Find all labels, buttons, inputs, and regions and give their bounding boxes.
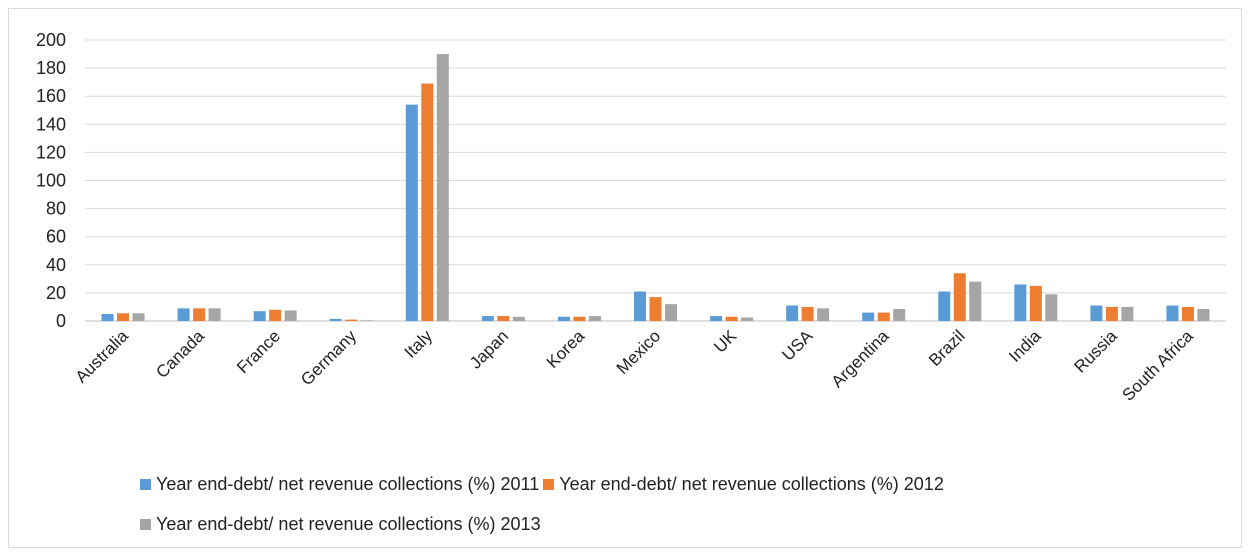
y-tick-label: 40	[46, 255, 66, 275]
y-axis-tick-labels: 0 20 40 60 80 100 120 140 160 180 200	[36, 30, 66, 331]
bar-france-series-2	[269, 309, 282, 321]
bar-uk-series-1	[710, 316, 723, 321]
y-tick-label: 200	[36, 30, 66, 50]
bar-japan-series-3	[512, 316, 525, 321]
y-tick-label: 100	[36, 171, 66, 191]
x-tick-label-france: France	[233, 326, 284, 377]
y-tick-label: 180	[36, 58, 66, 78]
x-tick-label-italy: Italy	[401, 326, 437, 362]
x-tick-label-korea: Korea	[543, 326, 589, 372]
bar-usa-series-1	[786, 305, 799, 321]
bar-south-africa-series-3	[1197, 309, 1210, 321]
bar-brazil-series-3	[969, 281, 982, 321]
bar-usa-series-2	[801, 306, 814, 321]
bar-uk-series-2	[725, 316, 738, 321]
y-tick-label: 120	[36, 142, 66, 162]
x-tick-label-south-africa: South Africa	[1119, 326, 1198, 405]
x-tick-label-india: India	[1005, 326, 1045, 366]
x-tick-label-russia: Russia	[1071, 326, 1122, 377]
legend-label-2012: Year end-debt/ net revenue collections (…	[559, 473, 944, 494]
bar-russia-series-3	[1121, 306, 1134, 321]
x-tick-label-germany: Germany	[297, 326, 360, 389]
bar-india-series-1	[1014, 284, 1027, 321]
bar-mexico-series-3	[665, 304, 677, 321]
y-tick-label: 60	[46, 227, 66, 247]
bar-canada-series-3	[208, 308, 221, 321]
bar-japan-series-2	[497, 316, 510, 321]
bar-brazil-series-1	[938, 291, 951, 321]
x-tick-label-usa: USA	[778, 326, 817, 365]
bar-italy-series-1	[405, 104, 418, 321]
legend-row-2: Year end-debt/ net revenue collections (…	[140, 512, 545, 536]
legend-label-2013: Year end-debt/ net revenue collections (…	[156, 513, 541, 534]
legend-label-2011: Year end-debt/ net revenue collections (…	[156, 473, 540, 494]
bar-brazil-series-2	[953, 273, 966, 321]
legend-swatch-2012	[543, 478, 555, 490]
bar-russia-series-2	[1105, 306, 1118, 321]
y-tick-label: 160	[36, 86, 66, 106]
legend-item-2012: Year end-debt/ net revenue collections (…	[543, 474, 944, 495]
x-axis-tick-labels: Australia Canada France Germany Italy Japan Ko…	[72, 326, 1198, 405]
x-tick-label-canada: Canada	[152, 326, 208, 382]
bar-argentina-series-3	[893, 309, 906, 321]
x-tick-label-uk: UK	[710, 326, 741, 357]
bar-canada-series-1	[177, 308, 190, 321]
x-tick-label-argentina: Argentina	[828, 326, 893, 391]
bar-south-africa-series-1	[1166, 305, 1179, 321]
y-tick-label: 140	[36, 114, 66, 134]
bar-australia-series-2	[117, 313, 130, 321]
bar-korea-series-2	[573, 316, 586, 321]
bar-argentina-series-1	[862, 312, 875, 321]
bar-india-series-2	[1029, 285, 1042, 321]
bar-india-series-3	[1045, 294, 1058, 321]
bar-australia-series-3	[132, 313, 145, 321]
bar-france-series-3	[284, 310, 297, 321]
bar-mexico-series-1	[634, 291, 646, 321]
gridlines	[85, 39, 1226, 322]
legend-swatch-2011	[140, 478, 151, 490]
y-tick-label: 20	[46, 283, 66, 303]
bar-south-africa-series-2	[1181, 306, 1194, 321]
x-tick-label-brazil: Brazil	[925, 326, 968, 369]
bar-italy-series-3	[436, 54, 449, 322]
x-tick-label-japan: Japan	[466, 326, 512, 372]
legend-swatch-2013	[140, 518, 151, 530]
x-tick-label-australia: Australia	[72, 326, 133, 387]
bars	[101, 54, 1210, 322]
legend-item-2011: Year end-debt/ net revenue collections (…	[140, 474, 539, 495]
bar-france-series-1	[253, 311, 266, 321]
bar-korea-series-3	[588, 316, 601, 321]
bar-korea-series-1	[557, 316, 570, 321]
bar-usa-series-3	[817, 308, 830, 321]
x-tick-label-mexico: Mexico	[613, 326, 665, 378]
bar-argentina-series-2	[877, 312, 890, 321]
bar-uk-series-3	[741, 317, 754, 321]
y-tick-label: 0	[56, 311, 66, 331]
bar-japan-series-1	[481, 316, 494, 321]
bar-germany-series-3	[360, 320, 373, 321]
y-tick-label: 80	[46, 199, 66, 219]
legend-row-1: Year end-debt/ net revenue collections (…	[140, 472, 948, 496]
bar-canada-series-2	[193, 308, 206, 321]
chart-frame	[8, 8, 1242, 548]
bar-germany-series-1	[329, 318, 342, 321]
bar-australia-series-1	[101, 313, 114, 321]
bar-mexico-series-2	[649, 297, 662, 321]
bar-italy-series-2	[421, 83, 434, 322]
bar-germany-series-2	[345, 319, 358, 321]
legend-item-2013: Year end-debt/ net revenue collections (…	[140, 514, 541, 535]
bar-russia-series-1	[1090, 305, 1103, 321]
